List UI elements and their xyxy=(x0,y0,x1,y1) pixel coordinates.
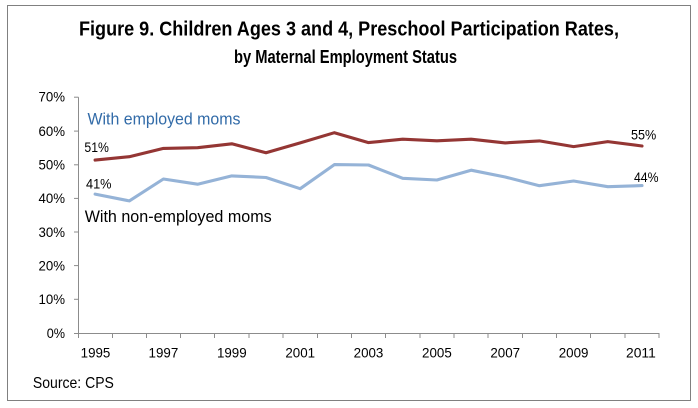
svg-text:20%: 20% xyxy=(39,257,66,273)
svg-text:by Maternal Employment Status: by Maternal Employment Status xyxy=(234,47,457,67)
svg-text:2005: 2005 xyxy=(422,345,452,361)
svg-text:40%: 40% xyxy=(39,190,66,206)
svg-text:2003: 2003 xyxy=(354,345,384,361)
svg-text:10%: 10% xyxy=(39,291,66,307)
svg-text:With non-employed moms: With non-employed moms xyxy=(85,207,272,226)
svg-text:41%: 41% xyxy=(86,177,112,192)
svg-text:55%: 55% xyxy=(631,128,656,143)
svg-text:1999: 1999 xyxy=(217,345,247,361)
svg-text:0%: 0% xyxy=(47,325,65,341)
svg-text:2009: 2009 xyxy=(559,345,589,361)
svg-text:With employed moms: With employed moms xyxy=(88,111,241,129)
svg-text:Source: CPS: Source: CPS xyxy=(33,375,114,392)
svg-text:51%: 51% xyxy=(84,140,109,155)
svg-text:2007: 2007 xyxy=(490,345,520,361)
svg-text:1997: 1997 xyxy=(149,345,179,361)
svg-text:60%: 60% xyxy=(39,123,66,139)
svg-text:2001: 2001 xyxy=(285,345,315,361)
svg-text:44%: 44% xyxy=(634,170,659,185)
svg-text:Figure 9. Children Ages 3 and: Figure 9. Children Ages 3 and 4, Prescho… xyxy=(79,19,619,41)
svg-text:30%: 30% xyxy=(39,224,66,240)
svg-text:70%: 70% xyxy=(39,89,66,105)
svg-text:1995: 1995 xyxy=(81,345,111,361)
svg-text:2011: 2011 xyxy=(626,345,656,361)
svg-text:50%: 50% xyxy=(39,157,66,173)
